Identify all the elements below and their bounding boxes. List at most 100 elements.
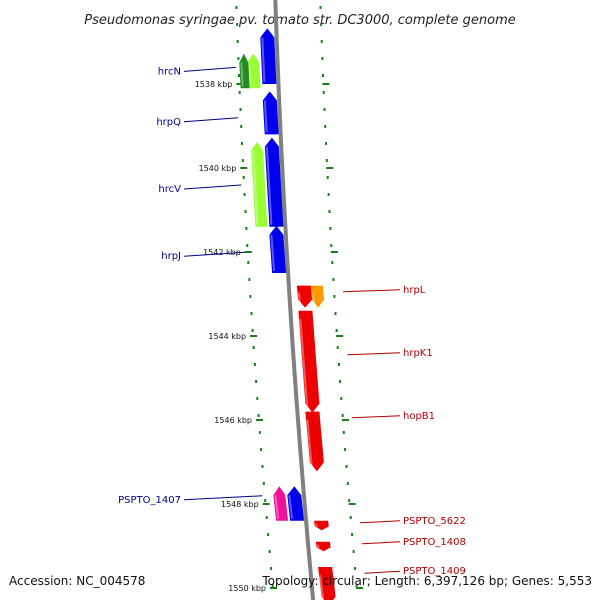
minor-tick <box>257 414 260 417</box>
gene-feature <box>251 141 268 227</box>
gene-label: hrpQ <box>156 117 181 128</box>
feature-highlight <box>306 419 313 469</box>
minor-tick <box>349 516 352 519</box>
minor-tick <box>271 584 274 587</box>
gene-feature <box>262 91 279 135</box>
major-tick <box>250 335 258 337</box>
minor-tick <box>253 363 256 366</box>
feature-highlight <box>261 37 266 83</box>
minor-tick <box>342 431 345 434</box>
leader-line <box>361 541 401 545</box>
feature-highlight <box>263 100 268 133</box>
gene-label: PSPTO_5622 <box>403 516 466 527</box>
minor-tick <box>344 448 347 451</box>
minor-tick <box>330 244 333 247</box>
minor-tick <box>236 40 239 43</box>
minor-tick <box>337 363 340 366</box>
feature-highlight <box>319 574 325 600</box>
minor-tick <box>246 244 249 247</box>
tick-label: 1548 kbp <box>221 500 259 509</box>
minor-tick <box>241 159 244 162</box>
leader-line <box>183 66 236 72</box>
minor-tick <box>327 193 330 196</box>
gene-feature <box>260 28 277 84</box>
tick-label: 1550 kbp <box>228 584 266 593</box>
tick-label: 1544 kbp <box>208 332 246 341</box>
leader-line <box>183 495 263 501</box>
minor-tick <box>241 142 243 145</box>
minor-tick <box>239 108 242 111</box>
leader-line <box>343 289 401 293</box>
major-tick <box>336 335 344 337</box>
minor-tick <box>319 6 322 9</box>
leader-line <box>183 251 246 257</box>
tick-label: 1538 kbp <box>195 80 233 89</box>
minor-tick <box>262 482 265 485</box>
gene-label: hrpJ <box>161 251 181 262</box>
minor-tick <box>244 210 247 213</box>
major-tick <box>236 83 244 85</box>
minor-tick <box>320 23 323 26</box>
major-tick <box>330 251 338 253</box>
leader-line <box>183 184 242 190</box>
minor-tick <box>320 40 323 43</box>
gene-feature <box>318 567 336 600</box>
major-tick <box>348 503 356 505</box>
gene-label: hrcN <box>158 66 181 77</box>
minor-tick <box>265 516 268 519</box>
minor-tick <box>256 397 259 400</box>
major-tick <box>342 419 349 421</box>
major-tick <box>326 167 334 169</box>
minor-tick <box>354 567 357 570</box>
feature-highlight <box>316 544 320 549</box>
minor-tick <box>245 227 248 230</box>
minor-tick <box>238 91 241 94</box>
feature-highlight <box>265 146 273 225</box>
major-tick <box>270 587 277 589</box>
minor-tick <box>340 397 343 400</box>
minor-tick <box>251 329 254 332</box>
minor-tick <box>336 346 339 349</box>
feature-highlight <box>315 523 318 528</box>
minor-tick <box>321 57 324 60</box>
feature-highlight <box>270 234 276 272</box>
map-title: Pseudomonas syringae pv. tomato str. DC3… <box>84 13 516 28</box>
leader-line <box>364 570 401 574</box>
minor-tick <box>322 91 325 94</box>
minor-tick <box>237 57 240 60</box>
major-tick <box>256 419 263 421</box>
minor-tick <box>341 414 344 417</box>
gene-feature <box>264 137 284 227</box>
feature-highlight <box>274 495 280 519</box>
minor-tick <box>267 533 270 536</box>
minor-tick <box>335 329 338 332</box>
gene-label: hopB1 <box>403 411 435 422</box>
gene-label: PSPTO_1407 <box>118 495 181 506</box>
minor-tick <box>255 380 258 383</box>
gene-feature <box>298 310 320 413</box>
topology-text: Topology: circular; Length: 6,397,126 bp… <box>262 574 592 588</box>
minor-tick <box>247 261 250 264</box>
minor-tick <box>334 312 337 315</box>
minor-tick <box>242 176 245 179</box>
feature-highlight <box>288 495 294 519</box>
leader-line <box>351 415 401 419</box>
minor-tick <box>329 227 332 230</box>
minor-tick <box>325 142 327 145</box>
major-tick <box>322 83 330 85</box>
major-tick <box>240 167 248 169</box>
minor-tick <box>248 278 251 281</box>
gene-label: hrpK1 <box>403 348 433 359</box>
gene-feature <box>247 53 261 89</box>
gene-feature <box>296 285 313 308</box>
gene-feature <box>269 225 287 273</box>
minor-tick <box>323 108 326 111</box>
minor-tick <box>264 499 267 502</box>
minor-tick <box>346 482 349 485</box>
minor-tick <box>250 312 253 315</box>
gene-label: PSPTO_1409 <box>403 566 466 577</box>
gene-label: hrpL <box>403 285 426 296</box>
gene-feature <box>273 486 289 521</box>
gene-label-layer: hrcN hrpQ hrcV hrpJ hrpL hrpK1 hopB1 PSPTO_1407… <box>118 66 466 577</box>
